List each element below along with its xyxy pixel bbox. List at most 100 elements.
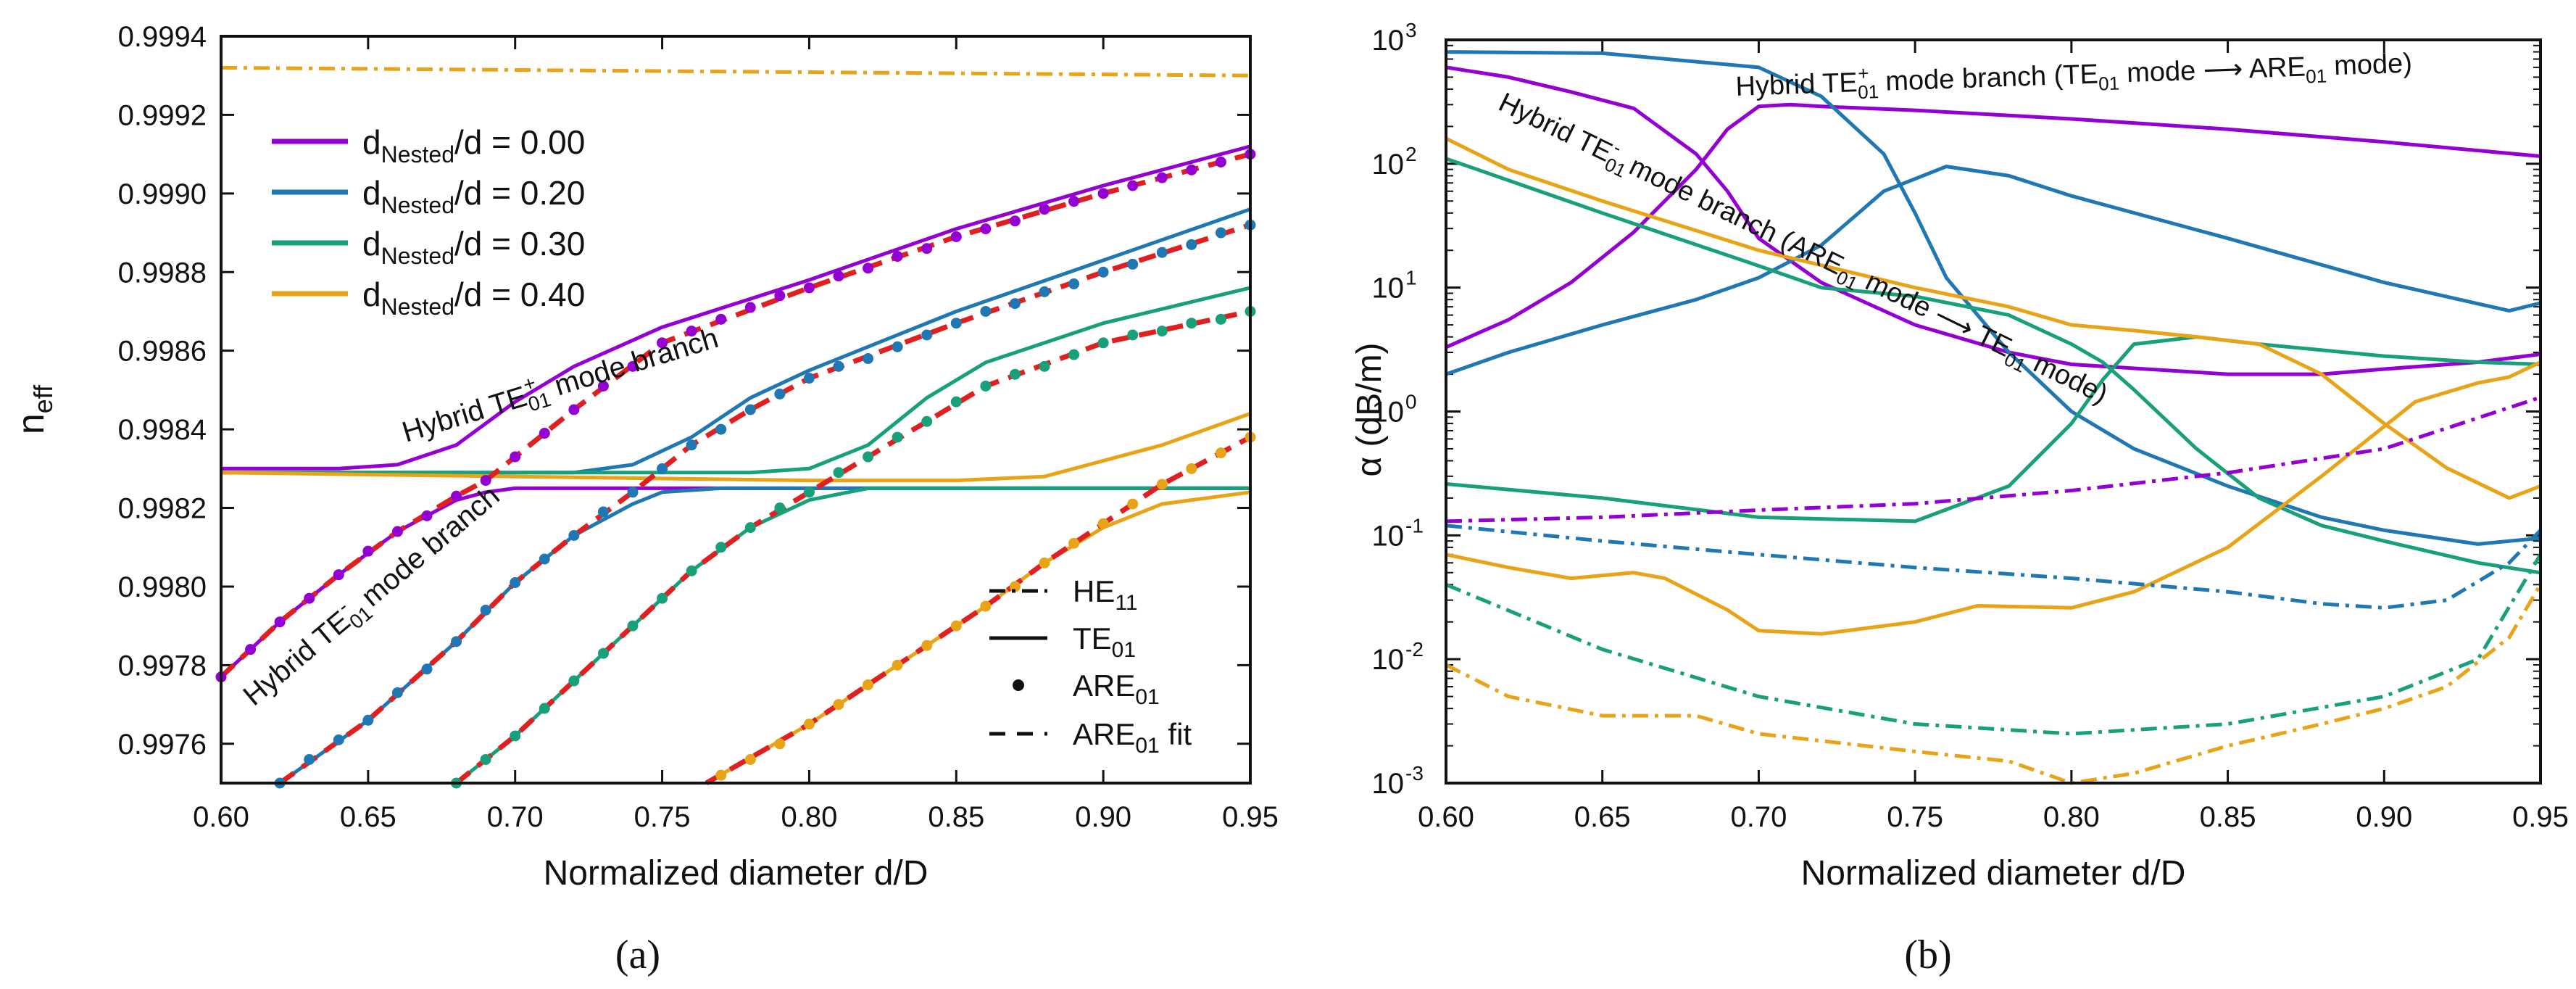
b-x-tick-label-0: 0.60 [1418, 801, 1474, 833]
b-y-tick-label-1: 10 [1372, 644, 1405, 676]
b-series-line-7 [1445, 136, 2541, 500]
a-point-14-4 [391, 687, 403, 698]
a-point-14-13 [657, 463, 668, 474]
a-point-15-17 [950, 396, 962, 407]
a-x-tick-label-4: 0.80 [781, 801, 837, 833]
a-caption: (a) [615, 932, 660, 977]
a-point-16-6 [892, 659, 903, 671]
a-point-14-6 [451, 636, 462, 647]
a-point-13-31 [1127, 180, 1139, 191]
a-point-15-11 [774, 502, 786, 514]
a-x-tick-label-7: 0.95 [1222, 801, 1279, 833]
a-y-axis-label: neff [10, 384, 58, 434]
b-series-line-9 [1445, 524, 2542, 610]
a-point-16-1 [744, 753, 756, 765]
a-point-13-13 [597, 380, 609, 392]
a-point-14-5 [421, 663, 433, 675]
a-point-13-22 [863, 262, 874, 274]
a-point-13-7 [421, 510, 433, 521]
a-x-tick-label-1: 0.65 [340, 801, 396, 833]
a-point-14-2 [333, 734, 344, 745]
b-series-line-10 [1445, 553, 2543, 736]
a-legend-style-2: ARE01 [1073, 669, 1160, 709]
a-point-14-25 [1009, 298, 1021, 310]
a-series-line-5 [221, 286, 1251, 475]
b-series-line-8 [1445, 395, 2541, 524]
a-point-13-28 [1039, 204, 1050, 215]
a-y-tick-label-5: 0.9986 [118, 336, 207, 368]
a-y-tick-label-0: 0.9976 [118, 729, 207, 761]
a-point-14-9 [539, 553, 550, 565]
a-y-tick-label-2: 0.9980 [118, 571, 207, 603]
a-point-15-18 [980, 380, 992, 392]
a-point-13-2 [274, 616, 286, 628]
a-point-14-11 [597, 506, 609, 518]
a-x-tick-labels: 0.60 0.65 0.70 0.75 0.80 0.85 0.90 0.95 [193, 801, 1279, 833]
a-point-16-15 [1156, 479, 1168, 490]
a-legend-dot-swatch [1013, 679, 1024, 691]
a-y-tick-label-7: 0.9990 [118, 178, 207, 210]
b-y-tick-label-4: 10 [1372, 273, 1405, 305]
b-y-tick-exponent-2: -1 [1405, 514, 1424, 537]
a-x-tick-label-0: 0.60 [193, 801, 249, 833]
a-point-14-27 [1068, 278, 1080, 290]
a-point-16-16 [1186, 463, 1197, 474]
b-series-line-11 [1445, 584, 2543, 785]
a-point-13-15 [657, 337, 668, 349]
a-point-14-23 [950, 318, 962, 329]
a-point-16-3 [803, 719, 815, 730]
a-point-14-12 [627, 487, 639, 498]
b-x-tick-label-6: 0.90 [2356, 801, 2412, 833]
a-point-13-10 [510, 451, 521, 463]
a-legend-style-3: ARE01 fit [1073, 717, 1192, 758]
a-point-14-18 [803, 373, 815, 384]
a-point-13-1 [245, 644, 257, 655]
a-y-tick-labels: 0.9976 0.9978 0.9980 0.9982 0.9984 0.9986 0.99… [118, 21, 207, 761]
a-point-14-8 [510, 577, 521, 589]
a-point-16-7 [921, 640, 933, 651]
a-x-tick-label-2: 0.70 [487, 801, 544, 833]
a-point-13-30 [1097, 188, 1109, 199]
a-legend-colors: dNested/d = 0.00 dNested/d = 0.20 dNeste… [272, 123, 585, 320]
a-series-line-7 [220, 412, 1251, 483]
a-point-13-21 [833, 270, 844, 282]
a-point-14-30 [1156, 247, 1168, 258]
a-point-15-12 [803, 487, 815, 498]
a-x-tick-label-5: 0.85 [928, 801, 984, 833]
a-point-15-26 [1215, 313, 1226, 325]
a-point-15-4 [568, 675, 580, 687]
b-series-line-0 [1445, 102, 2541, 349]
a-point-14-10 [568, 529, 580, 541]
a-y-tick-label-3: 0.9982 [118, 493, 207, 525]
a-point-15-5 [597, 647, 609, 659]
a-point-14-21 [892, 341, 903, 352]
a-point-13-14 [627, 360, 639, 372]
a-point-14-17 [774, 388, 786, 400]
b-y-tick-exponent-6: 3 [1405, 19, 1417, 41]
a-point-15-13 [833, 467, 844, 479]
a-x-axis-label: Normalized diameter d/D [544, 854, 928, 893]
b-annotation-te-plus: Hybrid TE01+ mode branch (TE01 mode ⟶ AR… [1735, 43, 2413, 107]
a-point-15-16 [921, 415, 933, 427]
a-point-16-9 [980, 600, 992, 612]
a-point-15-22 [1097, 337, 1109, 349]
a-point-15-6 [627, 620, 639, 632]
a-point-15-3 [539, 703, 550, 714]
a-point-15-20 [1039, 360, 1050, 372]
a-legend-label-0: dNested/d = 0.00 [362, 123, 585, 167]
a-x-tick-label-6: 0.90 [1075, 801, 1131, 833]
a-point-16-14 [1127, 498, 1139, 510]
a-point-13-23 [892, 251, 903, 262]
b-y-tick-exponent-5: 2 [1405, 143, 1417, 165]
b-series-line-3 [1445, 50, 2541, 546]
a-point-14-15 [715, 423, 727, 435]
b-x-tick-label-7: 0.95 [2512, 801, 2569, 833]
a-y-tick-label-6: 0.9988 [118, 257, 207, 289]
a-point-16-11 [1039, 557, 1050, 568]
a-point-13-26 [980, 223, 992, 235]
a-point-13-11 [539, 428, 550, 439]
a-point-16-2 [774, 738, 786, 750]
a-point-14-24 [980, 305, 992, 317]
a-annotation-te-minus: Hybrid TE01- mode branch [233, 475, 509, 716]
a-ticks-group [220, 35, 1252, 783]
